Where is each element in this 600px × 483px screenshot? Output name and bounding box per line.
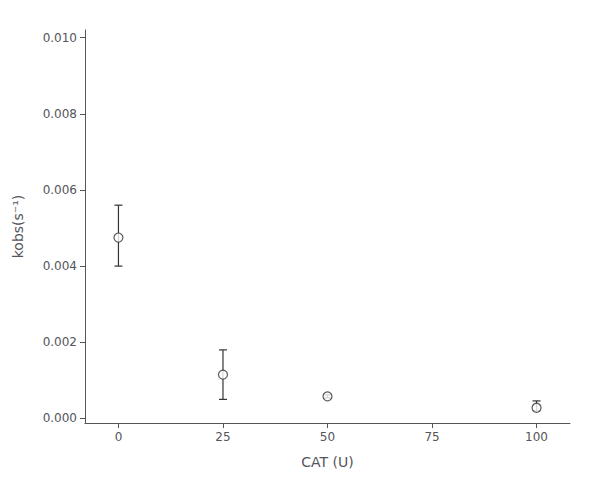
svg-text:0.004: 0.004: [43, 259, 77, 273]
svg-text:50: 50: [320, 430, 335, 444]
svg-text:0.010: 0.010: [43, 31, 77, 45]
svg-text:CAT (U): CAT (U): [301, 454, 353, 470]
svg-text:25: 25: [215, 430, 230, 444]
svg-text:0: 0: [115, 430, 123, 444]
svg-text:75: 75: [424, 430, 439, 444]
svg-text:0.008: 0.008: [43, 107, 77, 121]
svg-text:0.006: 0.006: [43, 183, 77, 197]
svg-text:100: 100: [525, 430, 548, 444]
svg-text:0.000: 0.000: [43, 411, 77, 425]
svg-text:kobs(s⁻¹): kobs(s⁻¹): [10, 195, 26, 259]
svg-text:0.002: 0.002: [43, 335, 77, 349]
